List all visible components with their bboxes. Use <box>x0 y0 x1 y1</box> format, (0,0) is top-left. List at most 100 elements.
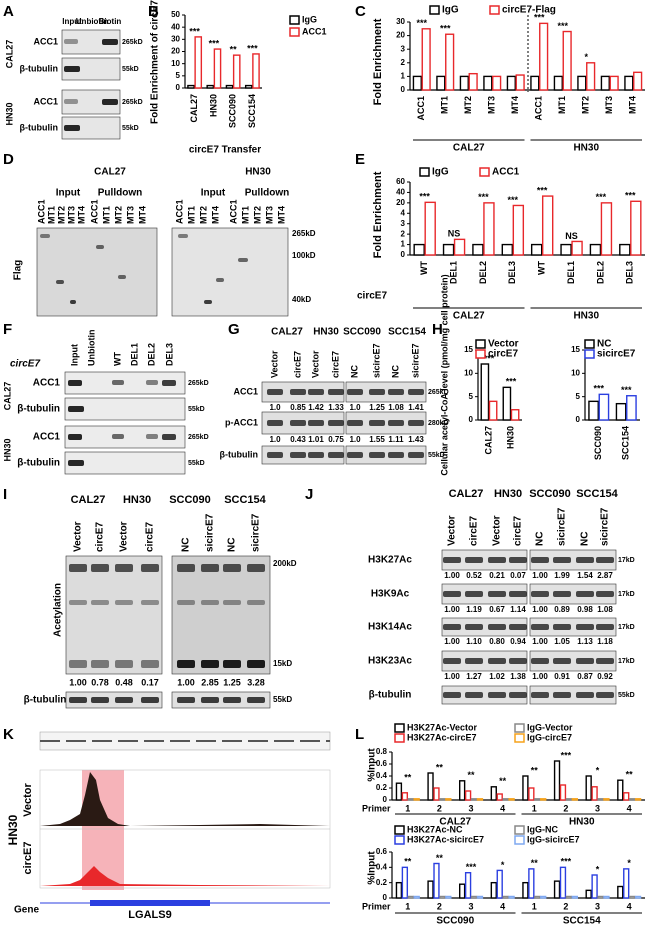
blot-strip <box>529 617 617 637</box>
lane-label: NC <box>227 538 238 552</box>
band <box>201 600 219 605</box>
legend-label: IgG <box>432 167 449 178</box>
lane-label: sicircE7 <box>557 507 568 546</box>
primer-label: Primer <box>362 803 391 813</box>
group-label: HN30 <box>4 102 14 125</box>
bar <box>522 775 529 801</box>
panel-label: C <box>355 3 366 20</box>
band-label: p-ACC1 <box>225 417 258 427</box>
band-label: ACC1 <box>33 432 61 443</box>
quant-label: 0.07 <box>510 571 526 580</box>
bar <box>445 33 455 91</box>
bar <box>244 84 253 89</box>
x-tick-label: MT1 <box>557 96 567 114</box>
bar <box>571 798 578 801</box>
band <box>553 591 571 597</box>
significance: *** <box>416 18 427 28</box>
row-label: circE7 <box>357 291 387 302</box>
subgroup-label: Input <box>56 188 81 199</box>
band <box>388 389 404 395</box>
bar <box>600 202 613 256</box>
bar <box>522 881 529 899</box>
bar <box>470 895 478 899</box>
lane-label: MT2 <box>198 206 208 224</box>
band <box>267 452 283 458</box>
x-tick-label: DEL1 <box>566 261 576 284</box>
band <box>509 658 527 664</box>
group-label: HN30 <box>494 488 522 500</box>
y-tick-label: 0 <box>401 250 406 259</box>
band <box>247 697 265 703</box>
band <box>70 300 76 304</box>
y-tick-label: 0 <box>176 83 181 92</box>
significance: ** <box>436 853 444 863</box>
y-tick-label: 0 <box>401 85 406 94</box>
significance: ** <box>404 773 412 783</box>
x-tick-label: SCC154 <box>247 94 257 128</box>
quant-label: 0.89 <box>554 605 570 614</box>
bar <box>459 883 466 899</box>
legend-swatch <box>419 167 430 177</box>
band <box>223 564 241 572</box>
band <box>290 420 306 426</box>
bar <box>540 798 547 801</box>
x-tick-label: CAL27 <box>189 94 199 123</box>
bar <box>508 895 515 899</box>
x-tick-label: MT1 <box>440 96 450 114</box>
quant-label: 0.98 <box>577 605 593 614</box>
band <box>553 658 571 664</box>
size-label: 265kD <box>188 434 209 441</box>
bar <box>187 84 195 89</box>
band <box>596 658 614 664</box>
bar <box>619 243 631 256</box>
band <box>347 389 363 395</box>
y-tick-label: 10 <box>571 368 580 377</box>
band <box>91 697 109 703</box>
legend-swatch <box>584 339 595 349</box>
legend-swatch <box>475 339 486 349</box>
bar <box>624 75 634 91</box>
band <box>328 420 344 426</box>
lane-label: Unbiotin <box>76 17 109 26</box>
quant-label: 0.43 <box>290 435 306 444</box>
legend-label: sicircE7 <box>597 349 636 360</box>
size-label: 200kD <box>273 559 297 568</box>
band <box>69 600 87 605</box>
bar <box>628 895 636 899</box>
band <box>531 692 549 698</box>
quant-label: 1.00 <box>444 637 460 646</box>
significance: *** <box>621 385 632 395</box>
band <box>553 692 571 698</box>
band-label: ACC1 <box>33 96 58 106</box>
band <box>488 557 506 563</box>
bar <box>480 363 490 421</box>
x-tick-label: DEL1 <box>448 261 458 284</box>
legend-label: H3K27Ac-Vector <box>407 722 478 732</box>
blot <box>171 555 271 675</box>
panel-label: H <box>432 321 443 338</box>
bar <box>413 798 420 801</box>
lane-label: MT1 <box>240 206 250 224</box>
bar <box>464 790 472 801</box>
y-axis-title: Cellular acetyl-CoA level (pmol/mg cell … <box>439 274 449 475</box>
bar <box>510 409 520 421</box>
legend-swatch <box>394 835 405 845</box>
panel-label: E <box>355 151 365 168</box>
legend-swatch <box>394 825 405 835</box>
band <box>162 380 176 386</box>
x-tick-label: 4 <box>627 803 632 813</box>
quant-label: 1.0 <box>269 403 281 412</box>
blot-strip <box>64 397 186 421</box>
bar <box>427 772 434 801</box>
bar <box>559 784 567 801</box>
y-tick-label: 0 <box>383 795 388 804</box>
band <box>141 660 159 668</box>
band-label: β-tubulin <box>17 404 60 415</box>
panel-label: I <box>3 486 7 503</box>
significance: ** <box>404 857 412 867</box>
significance: ** <box>531 858 539 868</box>
bar <box>617 885 624 899</box>
y-tick-label: 20 <box>396 31 405 40</box>
size-label: 55kD <box>122 66 139 73</box>
